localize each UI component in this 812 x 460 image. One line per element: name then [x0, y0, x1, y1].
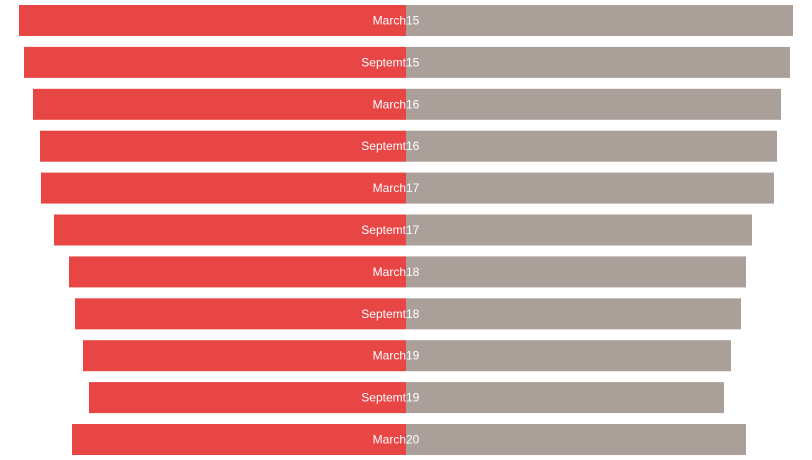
category-label-right-5: 17	[406, 223, 420, 237]
category-label-right-10: 20	[406, 433, 420, 447]
category-label-left-1: Septemt	[361, 55, 406, 69]
bar-left-2	[33, 88, 406, 120]
category-label-left-2: March	[373, 97, 406, 111]
category-label-left-9: Septemt	[361, 391, 406, 405]
category-label-right-1: 15	[406, 55, 420, 69]
category-label-left-6: March	[373, 265, 406, 279]
category-label-right-8: 19	[406, 349, 420, 363]
category-label-left-0: March	[373, 14, 406, 28]
category-label-left-8: March	[373, 349, 406, 363]
bar-right-2	[406, 88, 781, 120]
left-series	[19, 5, 406, 455]
bar-left-5	[54, 214, 406, 246]
bar-left-7	[75, 298, 406, 330]
category-label-right-7: 18	[406, 307, 420, 321]
bar-right-4	[406, 172, 774, 204]
bar-left-4	[41, 172, 406, 204]
bar-right-10	[406, 424, 746, 455]
bar-right-0	[406, 5, 793, 36]
category-label-right-6: 18	[406, 265, 420, 279]
bar-left-9	[89, 382, 406, 414]
category-label-left-7: Septemt	[361, 307, 406, 321]
bar-right-3	[406, 130, 777, 162]
bar-right-1	[406, 46, 790, 78]
category-label-right-0: 15	[406, 14, 420, 28]
bar-left-10	[72, 424, 406, 455]
bar-left-1	[24, 46, 406, 78]
category-label-right-4: 17	[406, 181, 420, 195]
right-series	[406, 5, 793, 455]
bar-right-9	[406, 382, 724, 414]
category-label-right-9: 19	[406, 391, 420, 405]
category-label-left-5: Septemt	[361, 223, 406, 237]
bar-right-5	[406, 214, 752, 246]
bar-left-8	[83, 340, 406, 372]
bar-right-7	[406, 298, 741, 330]
bar-left-6	[69, 256, 406, 288]
category-label-left-3: Septemt	[361, 139, 406, 153]
bar-left-3	[40, 130, 406, 162]
category-label-left-10: March	[373, 433, 406, 447]
category-label-right-2: 16	[406, 97, 420, 111]
category-label-right-3: 16	[406, 139, 420, 153]
bar-right-8	[406, 340, 731, 372]
bar-left-0	[19, 5, 406, 36]
bar-right-6	[406, 256, 746, 288]
category-label-left-4: March	[373, 181, 406, 195]
